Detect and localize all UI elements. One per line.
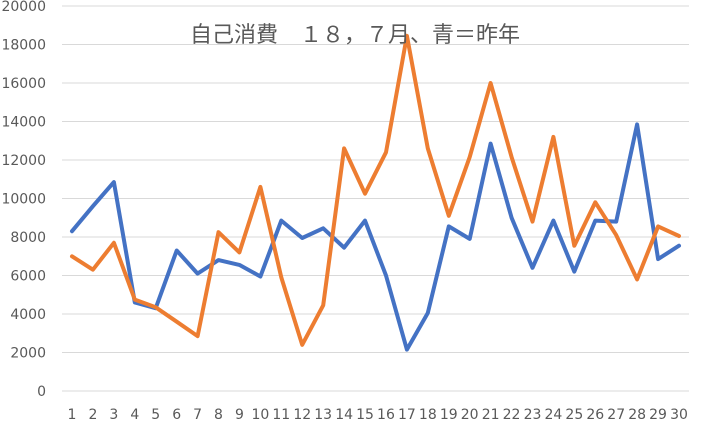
x-tick-label: 29 [649,407,667,423]
x-tick-label: 24 [544,407,562,423]
x-tick-label: 27 [607,407,625,423]
y-tick-label: 20000 [1,0,46,15]
x-tick-label: 21 [482,407,500,423]
y-tick-label: 0 [37,384,46,400]
y-tick-label: 10000 [1,192,46,208]
x-tick-label: 30 [670,407,688,423]
x-tick-label: 16 [377,407,395,423]
x-tick-label: 9 [235,407,244,423]
x-tick-label: 15 [356,407,374,423]
x-tick-label: 23 [524,407,542,423]
x-tick-label: 19 [440,407,458,423]
series-lines [70,33,681,352]
x-tick-label: 28 [628,407,646,423]
y-tick-label: 4000 [10,307,46,323]
x-tick-label: 13 [314,407,332,423]
y-tick-label: 8000 [10,230,46,246]
x-tick-label: 8 [214,407,223,423]
y-axis-ticks: 0 2000 4000 6000 8000 10000 12000 14000 16000 180… [1,0,46,400]
y-tick-label: 18000 [1,38,46,54]
x-tick-label: 3 [109,407,118,423]
x-tick-label: 6 [172,407,181,423]
y-tick-label: 6000 [10,269,46,285]
y-tick-label: 14000 [1,115,46,131]
x-tick-label: 1 [68,407,77,423]
x-tick-label: 10 [251,407,269,423]
x-tick-label: 12 [293,407,311,423]
chart-title: 自己消費 １８，７月、青＝昨年 [190,23,520,48]
x-tick-label: 2 [88,407,97,423]
x-tick-label: 7 [193,407,202,423]
x-tick-label: 18 [419,407,437,423]
x-axis-ticks: 1 2 3 4 5 6 7 8 9 10 11 12 13 14 15 16 17 18 19 20 21 22 23 24 2… [68,407,688,423]
x-tick-label: 5 [151,407,160,423]
x-tick-label: 14 [335,407,353,423]
y-tick-label: 16000 [1,76,46,92]
series-2-line [70,33,681,347]
y-tick-label: 12000 [1,153,46,169]
x-tick-label: 22 [503,407,521,423]
x-tick-label: 17 [398,407,416,423]
series-1-line [70,122,681,352]
y-tick-label: 2000 [10,346,46,362]
x-tick-label: 26 [586,407,604,423]
x-tick-label: 20 [461,407,479,423]
x-tick-label: 11 [272,407,290,423]
x-tick-label: 4 [130,407,139,423]
gridlines [62,5,689,392]
x-tick-label: 25 [565,407,583,423]
